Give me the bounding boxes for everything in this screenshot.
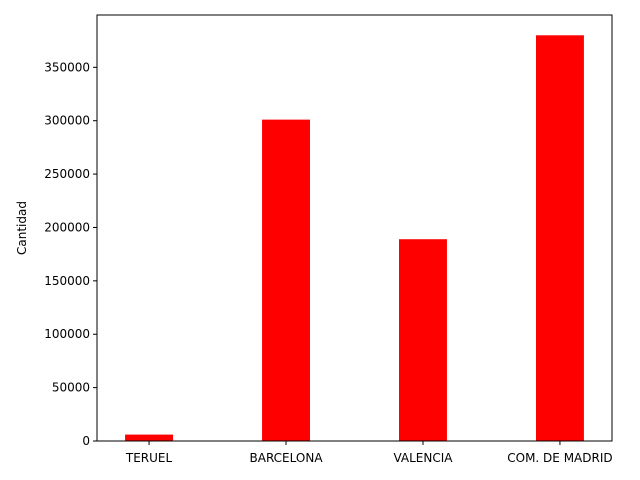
y-tick-label: 50000 [52,381,90,395]
x-axis-ticks: TERUEL BARCELONA VALENCIA COM. DE MADRID [125,441,613,465]
x-tick-label: COM. DE MADRID [507,451,612,465]
y-tick-label: 0 [82,434,90,448]
bar-barcelona [262,119,310,441]
bars-group [125,35,584,442]
y-tick-label: 150000 [44,274,90,288]
y-tick-label: 100000 [44,327,90,341]
x-tick-label: BARCELONA [250,451,324,465]
y-tick-label: 350000 [44,60,90,74]
bar-teruel [125,434,174,441]
y-tick-label: 300000 [44,114,90,128]
x-tick-label: TERUEL [125,451,173,465]
x-tick-label: VALENCIA [393,451,453,465]
y-axis-label: Cantidad [15,201,29,255]
y-tick-label: 250000 [44,167,90,181]
axes-frame [96,14,613,442]
bar-com-de-madrid [535,35,584,442]
y-axis-ticks: 0 50000 100000 150000 200000 250000 300000 3500… [44,60,97,448]
bar-valencia [399,239,447,441]
y-tick-label: 200000 [44,220,90,234]
